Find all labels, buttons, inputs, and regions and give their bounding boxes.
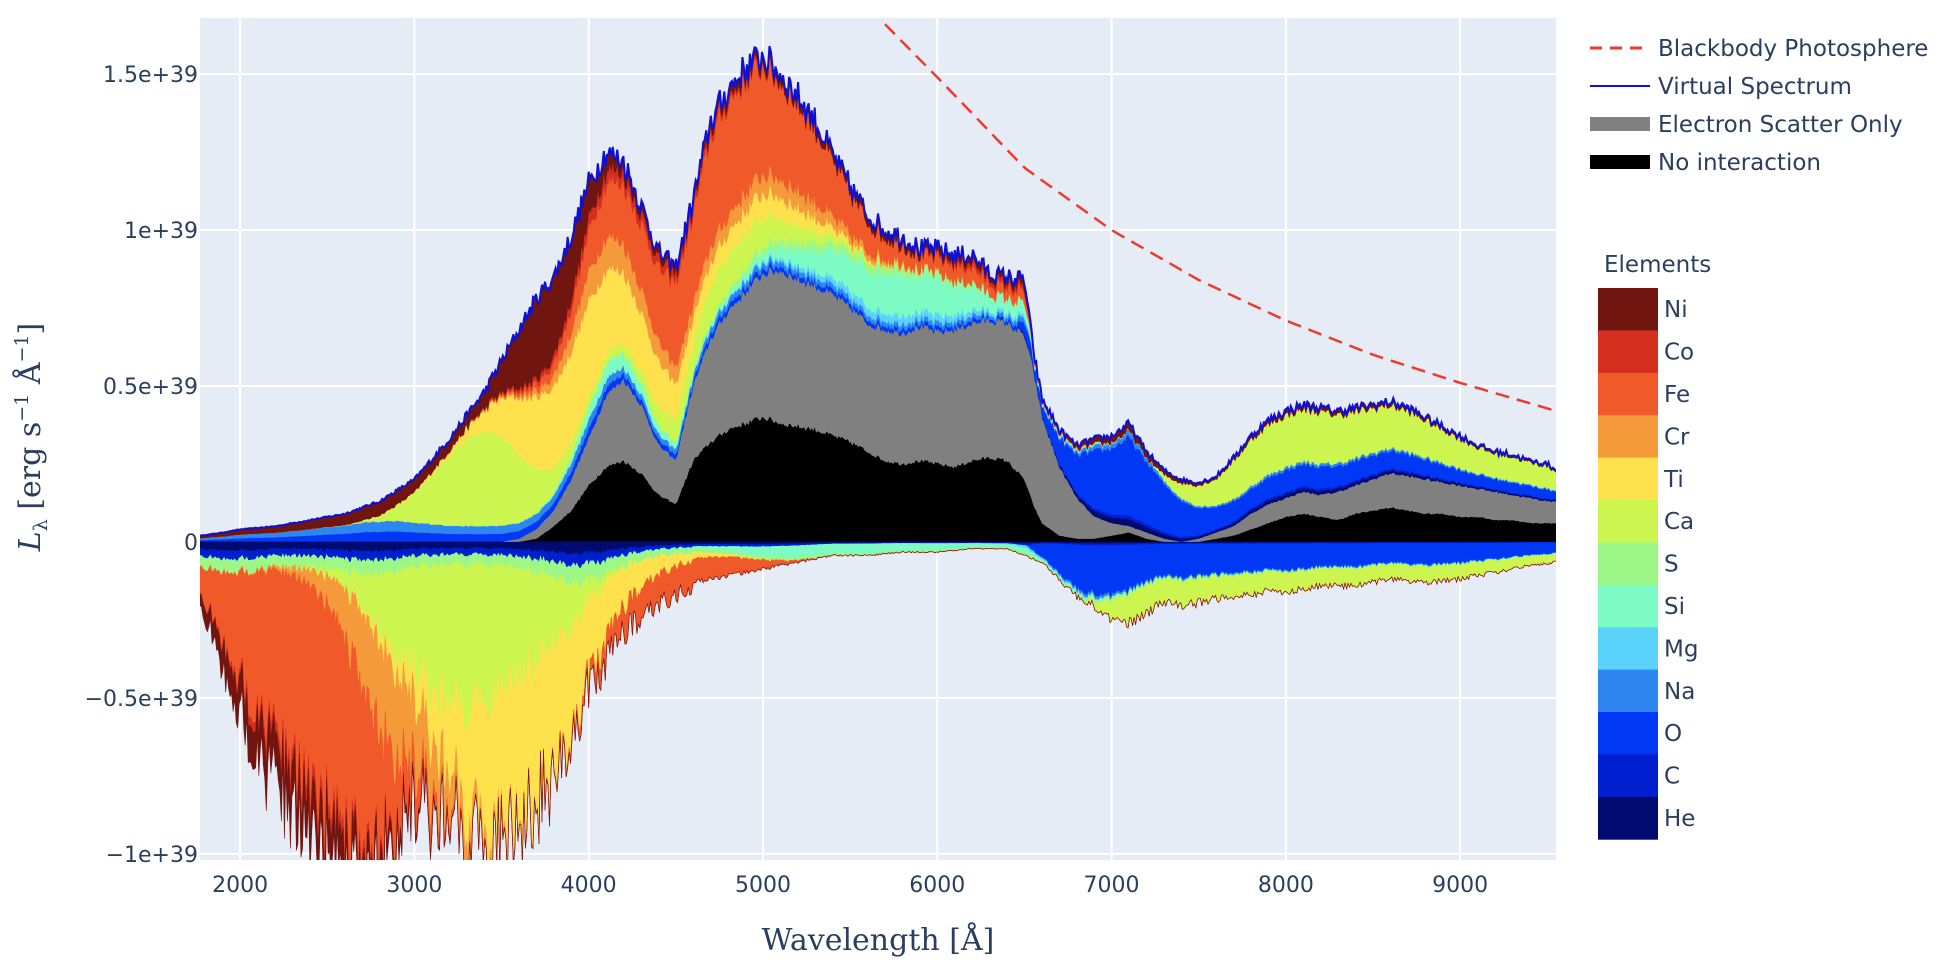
plot-area [200,23,1556,860]
legend[interactable]: Blackbody Photosphere Virtual Spectrum Ele… [1590,36,1928,176]
colorbar-swatch-s [1598,542,1658,586]
colorbar-swatch-he [1598,796,1658,840]
legend-label: Blackbody Photosphere [1658,36,1928,62]
colorbar-swatch-co [1598,330,1658,374]
colorbar-swatch-si [1598,584,1658,628]
colorbar-label: O [1664,721,1682,747]
colorbar-label: Ca [1664,509,1694,535]
x-axis-title: Wavelength [Å] [762,922,995,958]
colorbar-label: Co [1664,340,1694,366]
x-tick-label: 5000 [735,873,791,898]
colorbar-swatch-na [1598,669,1658,713]
legend-swatch [1590,155,1650,169]
y-tick-label: −1e+39 [106,843,198,868]
legend-item[interactable]: No interaction [1590,150,1821,176]
x-tick-label: 8000 [1258,873,1314,898]
colorbar-swatch-ti [1598,457,1658,501]
colorbar-swatch-c [1598,754,1658,798]
x-tick-label: 9000 [1432,873,1488,898]
colorbar-swatch-ca [1598,500,1658,543]
colorbar-swatch-mg [1598,627,1658,671]
colorbar-swatch-o [1598,712,1658,755]
legend-item[interactable]: Blackbody Photosphere [1590,36,1928,62]
legend-label: No interaction [1658,150,1821,176]
y-tick-label: 1.5e+39 [103,63,198,88]
electron-scatter-area [200,267,1556,542]
legend-label: Electron Scatter Only [1658,112,1903,138]
x-tick-label: 6000 [909,873,965,898]
legend-item[interactable]: Electron Scatter Only [1590,112,1903,138]
y-tick-label: 1e+39 [124,219,198,244]
elements-colorbar: Elements Ni Co Fe Cr Ti Ca S Si Mg Na OC He [1598,252,1711,840]
colorbar-label: Fe [1664,382,1690,408]
legend-label: Virtual Spectrum [1658,74,1852,100]
elements-title: Elements [1604,252,1711,278]
y-tick-label: 0.5e+39 [103,375,198,400]
element-absorption-stack [200,541,1556,860]
x-axis-ticks: 2000 3000 4000 5000 6000 7000 8000 9000 [212,873,1488,898]
colorbar-swatch-cr [1598,415,1658,459]
no-interaction-area [200,416,1556,542]
y-axis-ticks: 1.5e+39 1e+39 0.5e+39 0 −0.5e+39 −1e+39 [85,63,198,868]
colorbar-label: Na [1664,679,1695,705]
absorption-area-ni [200,547,1556,860]
colorbar-label: C [1664,764,1680,790]
colorbar-label: S [1664,552,1679,578]
legend-swatch [1590,117,1650,131]
colorbar-swatch-fe [1598,372,1658,416]
x-tick-label: 7000 [1084,873,1140,898]
colorbar-label: Ti [1663,467,1684,493]
x-tick-label: 3000 [386,873,442,898]
y-axis-title: Lλ [erg s−1 Å−1] [11,323,52,552]
blackbody-photosphere-line [884,23,1556,413]
colorbar-label: He [1664,806,1695,832]
x-tick-label: 4000 [561,873,617,898]
colorbar-label: Si [1664,594,1685,620]
colorbar-label: Cr [1664,424,1690,450]
y-tick-label: −0.5e+39 [85,687,198,712]
colorbar-label: Ni [1664,297,1688,323]
y-tick-label: 0 [184,531,198,556]
virtual-spectrum-line [200,45,1556,537]
colorbar-label: Mg [1664,636,1698,662]
legend-item[interactable]: Virtual Spectrum [1590,74,1852,100]
colorbar-swatch-ni [1598,288,1658,331]
x-tick-label: 2000 [212,873,268,898]
